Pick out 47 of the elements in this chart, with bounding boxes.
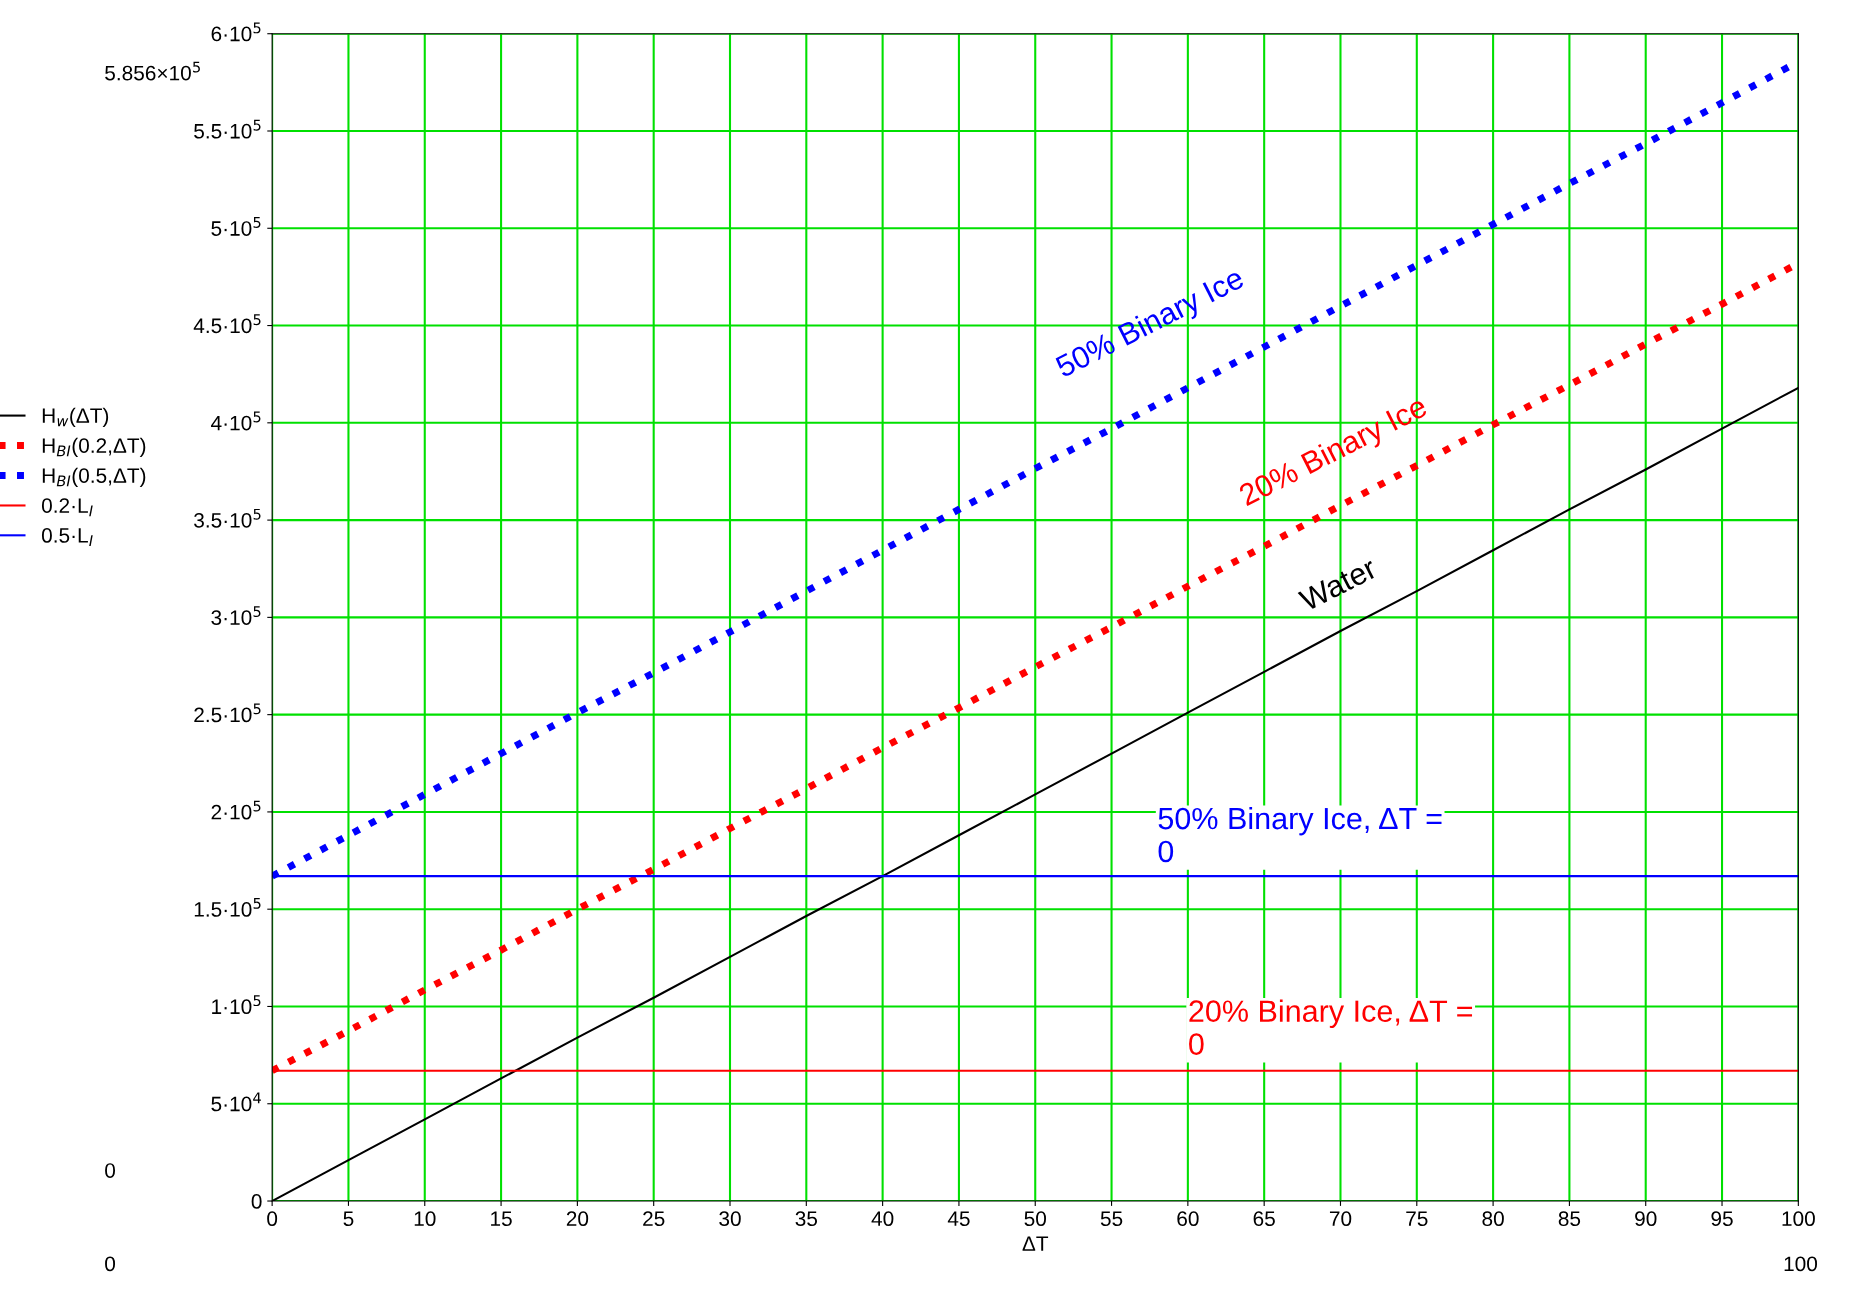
text: 0: [105, 1256, 116, 1272]
annotation: 50% Binary Ice, ΔT = 0: [1158, 806, 1442, 863]
y-tick-label: 4.5·10$^{5}$: [193, 314, 261, 334]
y-tick-label: 5·10$^{4}$: [211, 1092, 261, 1112]
x-tick-label: 70: [1329, 1211, 1352, 1227]
x-tick-label: 20: [566, 1211, 589, 1227]
annotation: 20% Binary Ice, ΔT = 0: [1189, 999, 1473, 1055]
y-tick-label: 6·10$^{5}$: [211, 22, 261, 42]
y-tick-label: 3.5·10$^{5}$: [194, 508, 261, 528]
y-tick-label: 0: [251, 1194, 262, 1209]
x-tick-label: 45: [947, 1211, 970, 1227]
x-tick-label: 85: [1558, 1211, 1581, 1227]
x-tick-label: 55: [1100, 1211, 1123, 1227]
y-tick-label: 2·10$^{5}$: [211, 800, 261, 820]
x-tick-label: 50: [1024, 1211, 1047, 1227]
legend-label: 0.2·L$_{I}$: [41, 498, 93, 517]
x-tick-label: 30: [719, 1211, 741, 1227]
x-tick-label: 10: [414, 1211, 436, 1227]
y-tick-label: 3·10$^{5}$: [211, 606, 261, 625]
y-tick-label: 5·10$^{5}$: [211, 217, 261, 236]
y-tick-label: 1·10$^{5}$: [212, 995, 261, 1015]
legend-label: H$_{BI}$(0.5,ΔT): [42, 467, 146, 488]
x-tick-label: 15: [491, 1211, 512, 1227]
x-tick-label: 100: [1782, 1211, 1815, 1227]
text: 5.856×10$^{5}$: [105, 61, 200, 81]
y-tick-label: 5.5·10$^{5}$: [194, 119, 261, 139]
legend-label: 0.5·L$_{I}$: [41, 528, 93, 546]
x-tick-label: 80: [1482, 1211, 1504, 1227]
x-tick-label: 95: [1711, 1211, 1733, 1227]
x-tick-label: 5: [343, 1211, 354, 1227]
text: 100: [1784, 1256, 1818, 1272]
y-tick-label: 1.5·10$^{5}$: [194, 898, 261, 917]
legend-label: H$_{w}$(ΔT): [42, 407, 109, 428]
x-tick-label: 0: [267, 1211, 278, 1227]
y-tick-label: 2.5·10$^{5}$: [194, 703, 261, 723]
text: 0: [105, 1163, 116, 1178]
legend-label: H$_{BI}$(0.2,ΔT): [42, 437, 146, 458]
x-axis-title: ΔT: [1022, 1236, 1049, 1251]
x-tick-label: 65: [1253, 1211, 1275, 1227]
annotation: Water: [1297, 556, 1379, 612]
x-tick-label: 25: [643, 1211, 665, 1227]
x-tick-label: 60: [1177, 1211, 1199, 1227]
x-tick-label: 90: [1635, 1211, 1657, 1227]
y-tick-label: 4·10$^{5}$: [211, 411, 261, 431]
x-tick-label: 35: [795, 1211, 818, 1227]
x-tick-label: 75: [1406, 1211, 1428, 1227]
x-tick-label: 40: [871, 1211, 894, 1227]
